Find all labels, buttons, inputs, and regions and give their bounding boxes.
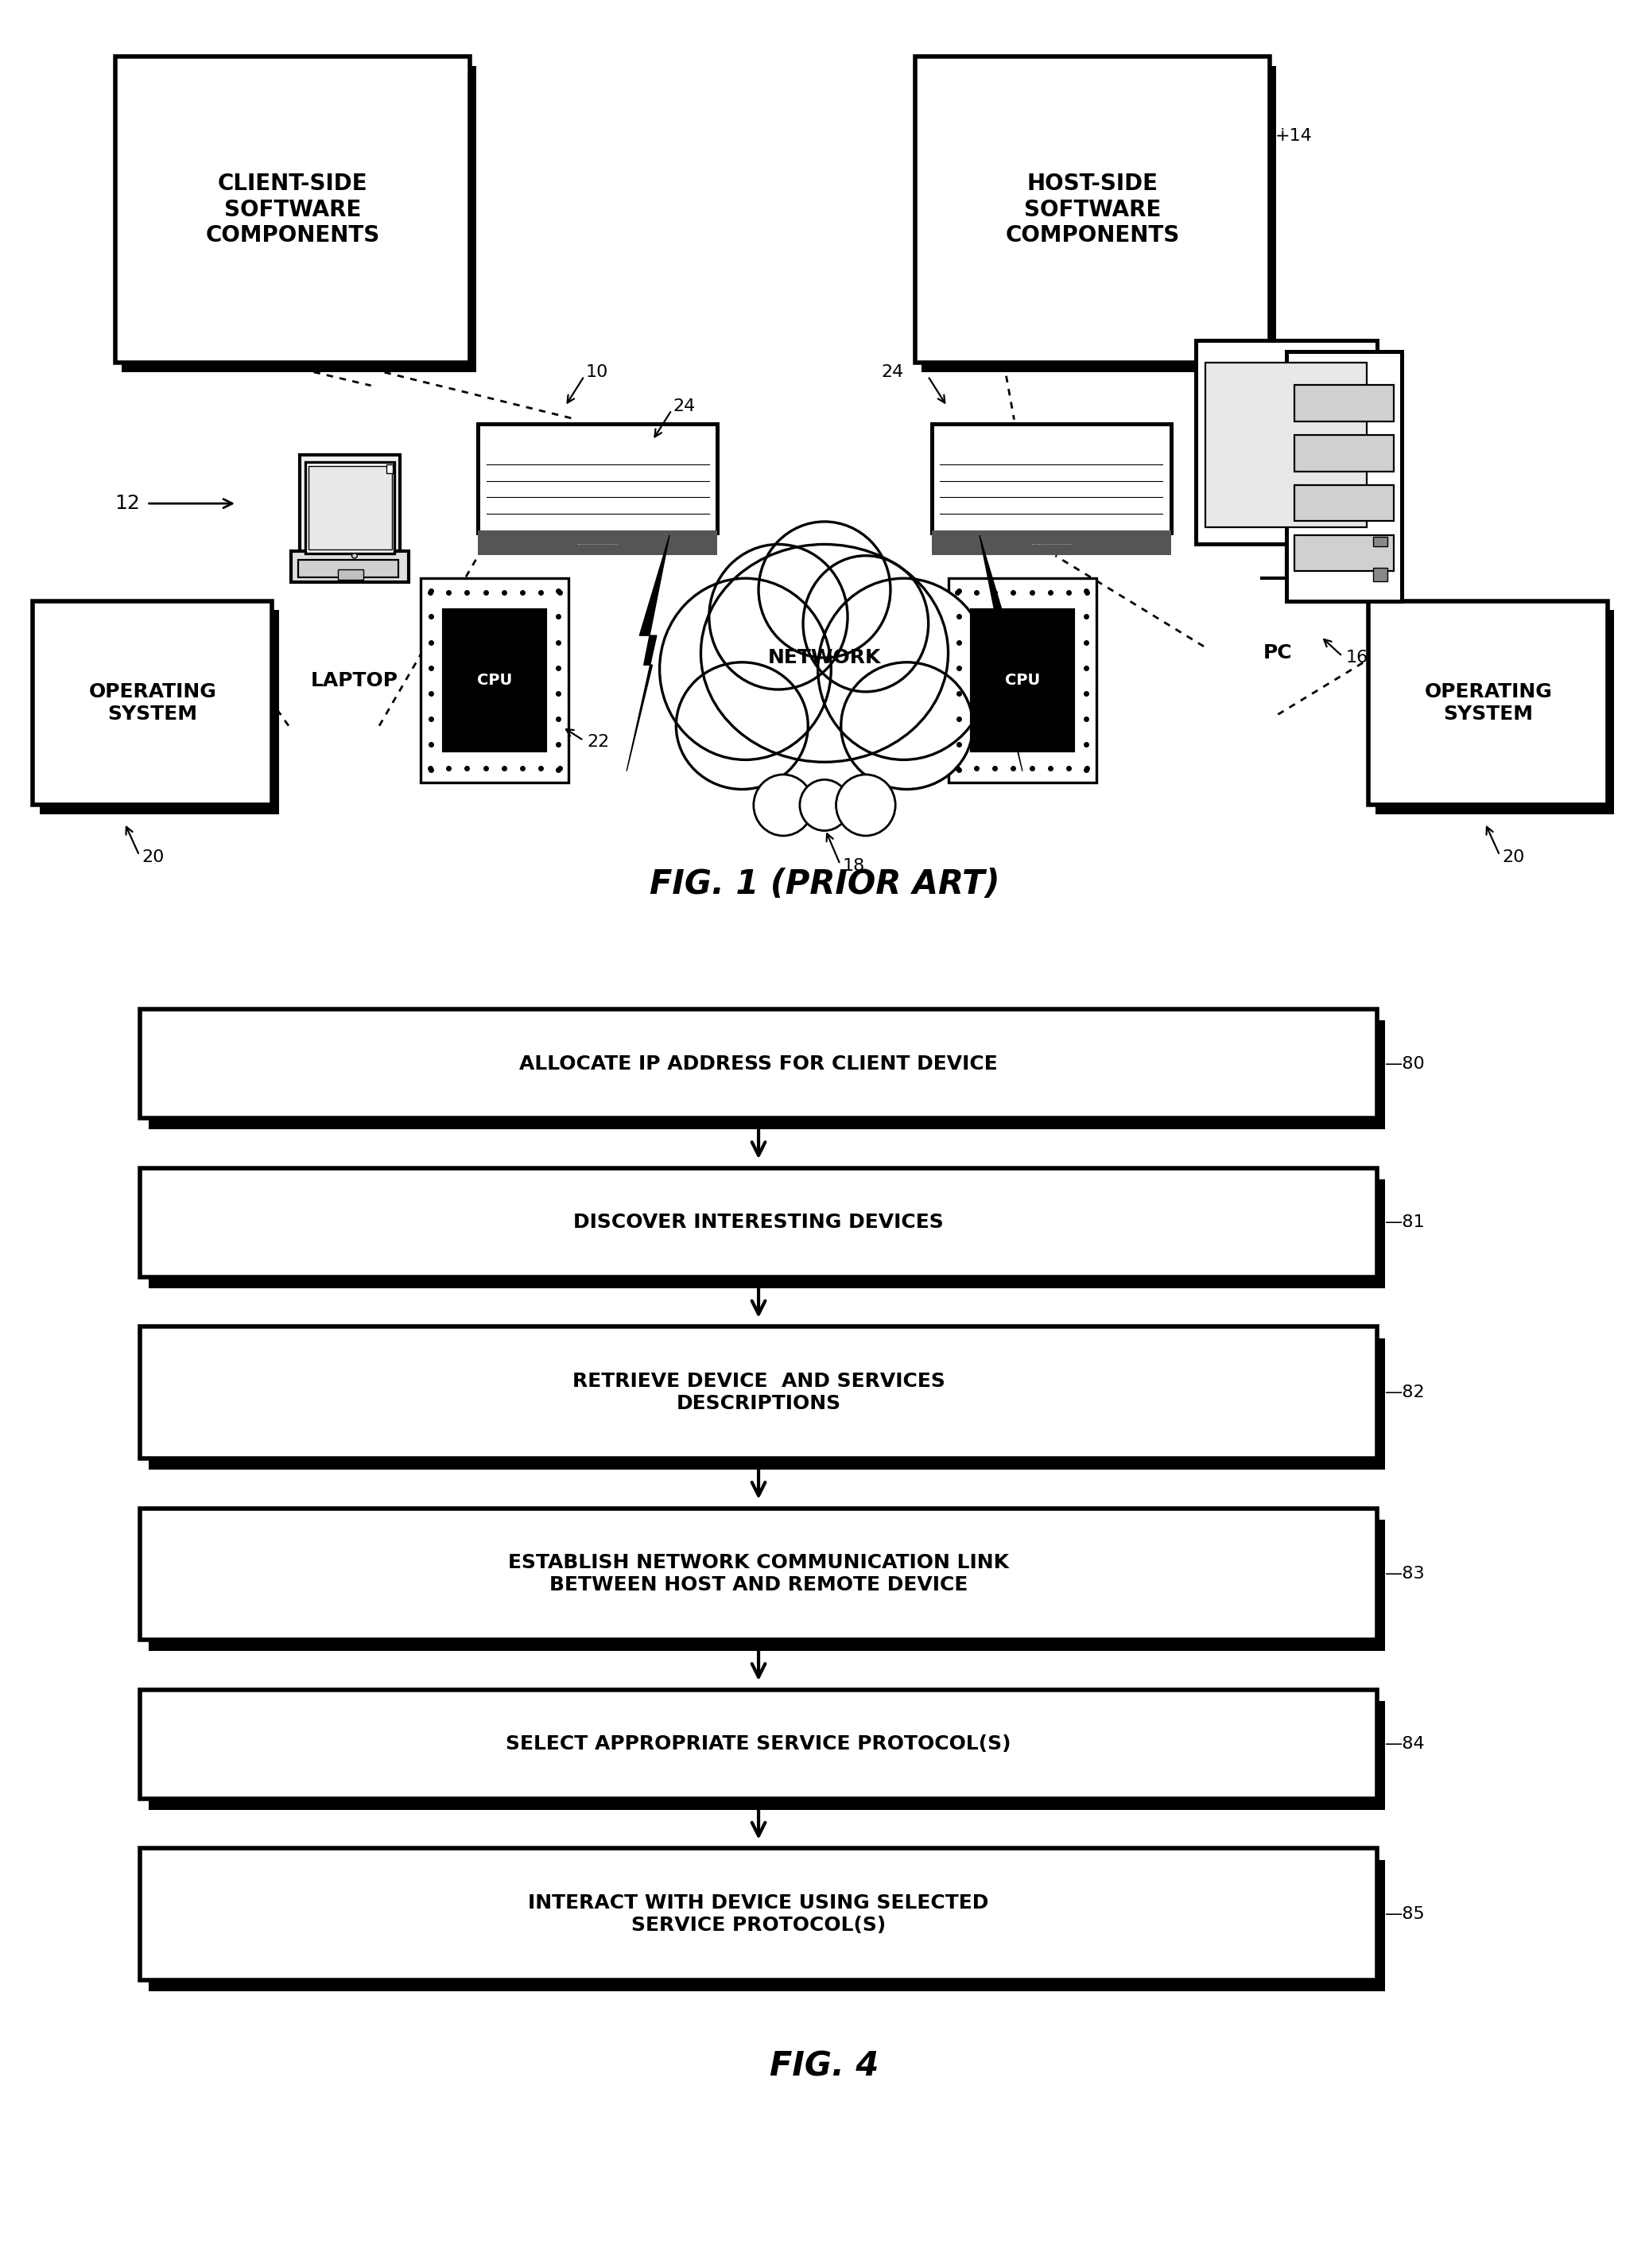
FancyBboxPatch shape: [1294, 535, 1393, 572]
Text: 24: 24: [881, 363, 904, 381]
Text: 22: 22: [587, 733, 610, 751]
Text: ESTABLISH NETWORK COMMUNICATION LINK
BETWEEN HOST AND REMOTE DEVICE: ESTABLISH NETWORK COMMUNICATION LINK BET…: [508, 1554, 1009, 1594]
Text: 24: 24: [673, 397, 696, 415]
Text: 20: 20: [142, 848, 165, 866]
Text: OPERATING
SYSTEM: OPERATING SYSTEM: [89, 683, 216, 723]
FancyBboxPatch shape: [478, 531, 717, 556]
FancyBboxPatch shape: [338, 569, 363, 581]
Text: 20: 20: [1502, 848, 1525, 866]
Ellipse shape: [841, 662, 973, 789]
Text: ∔14: ∔14: [1275, 127, 1313, 145]
Ellipse shape: [676, 662, 808, 789]
Text: —81: —81: [1385, 1213, 1425, 1232]
Ellipse shape: [701, 544, 948, 762]
Text: CLIENT-SIDE
SOFTWARE
COMPONENTS: CLIENT-SIDE SOFTWARE COMPONENTS: [206, 172, 379, 247]
FancyBboxPatch shape: [1294, 435, 1393, 472]
FancyBboxPatch shape: [420, 578, 569, 782]
FancyBboxPatch shape: [148, 1021, 1385, 1129]
Ellipse shape: [836, 776, 895, 837]
FancyBboxPatch shape: [1205, 363, 1367, 528]
FancyBboxPatch shape: [148, 1860, 1385, 1991]
FancyBboxPatch shape: [122, 66, 477, 372]
Ellipse shape: [800, 780, 849, 830]
Text: ALLOCATE IP ADDRESS FOR CLIENT DEVICE: ALLOCATE IP ADDRESS FOR CLIENT DEVICE: [519, 1055, 998, 1073]
FancyBboxPatch shape: [1372, 567, 1388, 581]
FancyBboxPatch shape: [932, 424, 1171, 533]
Text: 10: 10: [585, 363, 608, 381]
FancyBboxPatch shape: [148, 1520, 1385, 1651]
Polygon shape: [300, 454, 399, 560]
Text: PC: PC: [1263, 644, 1293, 662]
FancyBboxPatch shape: [915, 57, 1270, 363]
Text: HOST-SIDE
SOFTWARE
COMPONENTS: HOST-SIDE SOFTWARE COMPONENTS: [1006, 172, 1179, 247]
Text: INTERACT WITH DEVICE USING SELECTED
SERVICE PROTOCOL(S): INTERACT WITH DEVICE USING SELECTED SERV…: [528, 1894, 989, 1935]
FancyBboxPatch shape: [922, 66, 1276, 372]
Ellipse shape: [709, 544, 848, 689]
Text: —82: —82: [1385, 1383, 1425, 1402]
FancyBboxPatch shape: [1372, 538, 1388, 547]
Text: —84: —84: [1385, 1735, 1425, 1753]
Polygon shape: [627, 535, 669, 771]
Text: DISCOVER INTERESTING DEVICES: DISCOVER INTERESTING DEVICES: [574, 1213, 943, 1232]
FancyBboxPatch shape: [1294, 485, 1393, 522]
FancyBboxPatch shape: [298, 560, 397, 576]
FancyBboxPatch shape: [140, 1168, 1377, 1277]
Text: OPERATING
SYSTEM: OPERATING SYSTEM: [1425, 683, 1552, 723]
FancyBboxPatch shape: [140, 1009, 1377, 1118]
Text: —80: —80: [1385, 1055, 1425, 1073]
FancyBboxPatch shape: [971, 610, 1073, 751]
Ellipse shape: [818, 578, 989, 760]
Text: 18: 18: [843, 857, 866, 875]
Text: ....................: ....................: [577, 540, 618, 547]
FancyBboxPatch shape: [148, 1179, 1385, 1288]
FancyBboxPatch shape: [308, 465, 392, 549]
FancyBboxPatch shape: [140, 1508, 1377, 1640]
Ellipse shape: [351, 553, 358, 558]
FancyBboxPatch shape: [305, 463, 394, 553]
Text: CPU: CPU: [1004, 674, 1041, 687]
FancyBboxPatch shape: [1375, 610, 1614, 814]
Text: 16: 16: [1346, 649, 1369, 667]
Ellipse shape: [759, 522, 890, 658]
Ellipse shape: [754, 776, 813, 837]
Text: ....................: ....................: [1031, 540, 1072, 547]
FancyBboxPatch shape: [140, 1327, 1377, 1458]
Text: NETWORK: NETWORK: [768, 649, 881, 667]
FancyBboxPatch shape: [386, 465, 392, 474]
FancyBboxPatch shape: [932, 531, 1171, 556]
FancyBboxPatch shape: [1294, 386, 1393, 422]
FancyBboxPatch shape: [148, 1701, 1385, 1810]
Text: —85: —85: [1385, 1905, 1425, 1923]
Text: FIG. 4: FIG. 4: [770, 2050, 879, 2082]
Ellipse shape: [660, 578, 831, 760]
FancyBboxPatch shape: [948, 578, 1097, 782]
FancyBboxPatch shape: [1369, 601, 1608, 805]
FancyBboxPatch shape: [478, 424, 717, 533]
Text: 22: 22: [902, 733, 925, 751]
Text: 12: 12: [115, 494, 233, 513]
Text: RETRIEVE DEVICE  AND SERVICES
DESCRIPTIONS: RETRIEVE DEVICE AND SERVICES DESCRIPTION…: [572, 1372, 945, 1413]
FancyBboxPatch shape: [33, 601, 272, 805]
FancyBboxPatch shape: [115, 57, 470, 363]
Ellipse shape: [803, 556, 928, 692]
FancyBboxPatch shape: [40, 610, 279, 814]
Polygon shape: [980, 535, 1022, 771]
FancyBboxPatch shape: [444, 610, 546, 751]
Text: LAPTOP: LAPTOP: [310, 671, 399, 689]
Text: FIG. 1 (PRIOR ART): FIG. 1 (PRIOR ART): [650, 869, 999, 900]
Text: SELECT APPROPRIATE SERVICE PROTOCOL(S): SELECT APPROPRIATE SERVICE PROTOCOL(S): [506, 1735, 1011, 1753]
FancyBboxPatch shape: [148, 1338, 1385, 1470]
FancyBboxPatch shape: [1196, 340, 1377, 544]
FancyBboxPatch shape: [140, 1848, 1377, 1980]
FancyBboxPatch shape: [290, 551, 409, 583]
FancyBboxPatch shape: [1286, 352, 1402, 601]
Text: —83: —83: [1385, 1565, 1425, 1583]
FancyBboxPatch shape: [140, 1690, 1377, 1799]
Text: CPU: CPU: [477, 674, 513, 687]
